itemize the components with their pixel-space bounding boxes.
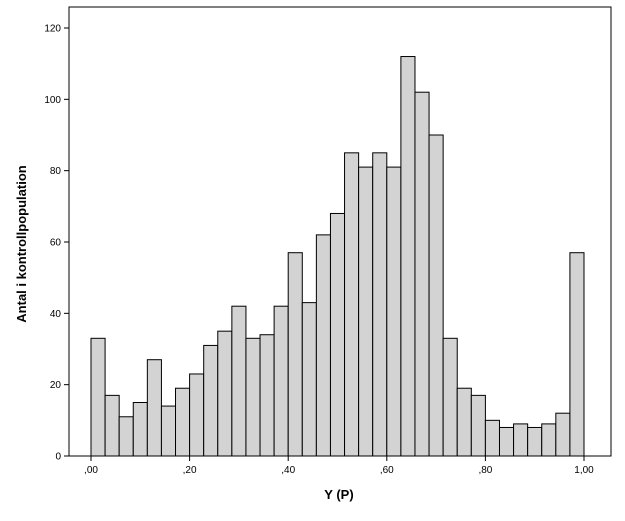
histogram-bar — [118, 416, 134, 457]
histogram-bar — [470, 394, 486, 457]
histogram-bar — [259, 334, 275, 457]
histogram-bar — [160, 405, 177, 457]
y-axis-title: Antal i kontrollpopulation — [14, 165, 29, 322]
histogram-bar — [569, 252, 585, 457]
histogram-bar — [301, 302, 317, 457]
histogram-bar — [428, 134, 444, 457]
histogram-bar — [386, 166, 402, 457]
histogram-bar — [400, 56, 416, 457]
histogram-bars — [90, 56, 585, 457]
y-tick-label: 0 — [55, 452, 61, 463]
histogram-bar — [104, 394, 120, 457]
histogram-bar — [203, 344, 219, 457]
histogram-bar — [498, 426, 515, 457]
y-tick-label: 80 — [50, 166, 62, 177]
histogram-bar — [484, 419, 500, 457]
x-tick-label: ,00 — [84, 465, 98, 476]
histogram-bar — [189, 373, 205, 457]
histogram-bar — [132, 402, 148, 457]
y-tick-label: 40 — [50, 309, 62, 320]
x-tick-label: ,40 — [281, 465, 295, 476]
histogram-bar — [372, 152, 388, 457]
histogram-bar — [344, 152, 360, 457]
x-tick-label: ,60 — [380, 465, 394, 476]
histogram-bar — [541, 423, 557, 457]
histogram-bar — [245, 337, 261, 457]
x-tick-label: 1,00 — [574, 465, 594, 476]
x-tick-label: ,80 — [478, 465, 492, 476]
histogram-bar — [315, 234, 331, 457]
histogram-bar — [175, 387, 191, 457]
histogram-bar — [358, 166, 374, 457]
y-tick-label: 120 — [44, 24, 61, 35]
x-tick-label: ,20 — [183, 465, 197, 476]
histogram-bar — [146, 359, 162, 457]
x-axis: ,00 ,20 ,40 ,60 ,80 1,00 — [84, 456, 594, 476]
y-tick-label: 60 — [50, 238, 62, 249]
y-tick-label: 100 — [44, 95, 61, 106]
y-tick-label: 20 — [50, 380, 62, 391]
histogram-bar — [513, 423, 529, 457]
histogram-bar — [287, 252, 303, 457]
histogram-bar — [414, 91, 430, 457]
histogram-bar — [90, 337, 106, 457]
y-axis: 0 20 40 60 80 100 120 — [44, 24, 69, 463]
histogram-bar — [456, 387, 472, 457]
histogram-bar — [217, 330, 233, 457]
histogram-bar — [329, 212, 346, 457]
histogram-bar — [442, 337, 458, 457]
histogram-bar — [555, 412, 571, 457]
histogram-bar — [527, 426, 543, 457]
x-axis-title: Y (P) — [324, 487, 353, 502]
histogram-bar — [273, 305, 289, 457]
histogram-bar — [231, 305, 247, 457]
